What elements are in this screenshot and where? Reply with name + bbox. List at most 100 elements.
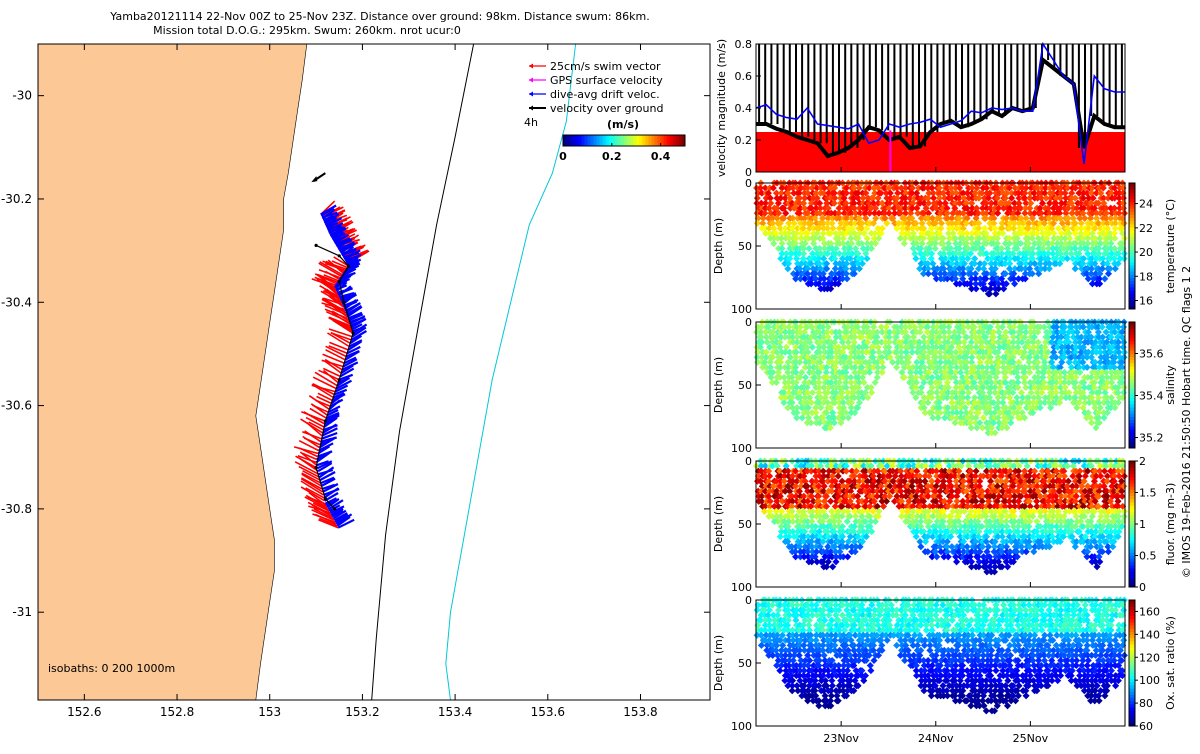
- map-y-tick-label: -30: [12, 89, 32, 103]
- profile-colorbar-cell: [1129, 243, 1135, 247]
- profile-colorbar-cell: [1129, 344, 1135, 348]
- depth-tick-label: 100: [731, 442, 752, 455]
- speed-colorbar-cell: [606, 135, 609, 146]
- profile-colorbar-cell: [1129, 372, 1135, 376]
- profile-colorbar-cell: [1129, 404, 1135, 408]
- map-x-tick-label: 152.6: [67, 705, 101, 719]
- speed-colorbar-cell: [587, 135, 590, 146]
- speed-colorbar-cell: [655, 135, 658, 146]
- profile-colorbar-tick-label: 35.4: [1139, 390, 1164, 403]
- profile-colorbar-cell: [1129, 417, 1135, 421]
- profile-colorbar-cell: [1129, 211, 1135, 215]
- speed-colorbar-cell: [621, 135, 624, 146]
- speed-colorbar-cell: [648, 135, 651, 146]
- profile-colorbar-label: temperature (°C): [1164, 199, 1177, 293]
- speed-colorbar-cell: [636, 135, 639, 146]
- map-y-tick-label: -31: [12, 605, 32, 619]
- profile-colorbar-cell: [1129, 391, 1135, 395]
- depth-axis-label: Depth (m): [712, 357, 725, 413]
- velocity-y-tick-label: 0.4: [735, 102, 753, 115]
- profile-colorbar-cell: [1129, 192, 1135, 196]
- profile-colorbar-cell: [1129, 357, 1135, 361]
- velocity-y-tick-label: 0.2: [735, 134, 753, 147]
- profile-colorbar-cell: [1129, 255, 1135, 259]
- speed-colorbar-cell: [615, 135, 618, 146]
- map-x-tick-label: 152.8: [160, 705, 194, 719]
- profile-colorbar-cell: [1129, 341, 1135, 345]
- profile-colorbar-cell: [1129, 376, 1135, 380]
- profile-colorbar-cell: [1129, 385, 1135, 389]
- profile-colorbar-cell: [1129, 293, 1135, 297]
- ground-track-point: [342, 301, 345, 304]
- speed-colorbar-cell: [633, 135, 636, 146]
- speed-colorbar-cell: [642, 135, 645, 146]
- profile-colorbar-cell: [1129, 420, 1135, 424]
- figure-title-line1: Yamba20121114 22-Nov 00Z to 25-Nov 23Z. …: [109, 10, 649, 23]
- speed-colorbar-cell: [673, 135, 676, 146]
- profile-colorbar-cell: [1129, 363, 1135, 367]
- profile-colorbar-cell: [1129, 240, 1135, 244]
- speed-colorbar-tick-label: 0: [559, 150, 567, 163]
- speed-colorbar-cell: [670, 135, 673, 146]
- profile-colorbar-cell: [1129, 271, 1135, 275]
- ground-track-point: [315, 466, 318, 469]
- speed-colorbar-cell: [581, 135, 584, 146]
- profile-colorbar-cell: [1129, 230, 1135, 234]
- profile-colorbar-cell: [1129, 432, 1135, 436]
- depth-tick-label: 50: [738, 379, 752, 392]
- profile-colorbar-cell: [1129, 246, 1135, 250]
- profile-colorbar-cell: [1129, 382, 1135, 386]
- profile-colorbar-cell: [1129, 252, 1135, 256]
- legend-gps-velocity-label: GPS surface velocity: [550, 74, 663, 87]
- ground-track-point: [315, 244, 318, 247]
- speed-colorbar-cell: [590, 135, 593, 146]
- depth-tick-label: 0: [745, 316, 752, 329]
- speed-colorbar-cell: [600, 135, 603, 146]
- ground-track-point: [347, 265, 350, 268]
- map-x-tick-label: 153.6: [531, 705, 565, 719]
- profile-colorbar-cell: [1129, 237, 1135, 241]
- profile-colorbar-cell: [1129, 208, 1135, 212]
- speed-colorbar-cell: [603, 135, 606, 146]
- swim-speed-band: [756, 132, 1125, 172]
- profile-colorbar-cell: [1129, 278, 1135, 282]
- profile-colorbar-cell: [1129, 189, 1135, 193]
- profile-colorbar-cell: [1129, 262, 1135, 266]
- profile-colorbar-cell: [1129, 379, 1135, 383]
- speed-colorbar-cell: [627, 135, 630, 146]
- ground-track-point: [352, 332, 355, 335]
- profile-colorbar-cell: [1129, 366, 1135, 370]
- map-x-tick-label: 153.2: [345, 705, 379, 719]
- profile-colorbar-cell: [1129, 398, 1135, 402]
- map-x-tick-label: 153: [258, 705, 281, 719]
- speed-colorbar-cell: [676, 135, 679, 146]
- profile-colorbar-tick-label: 22: [1139, 222, 1153, 235]
- speed-colorbar-cell: [578, 135, 581, 146]
- profile-colorbar-cell: [1129, 388, 1135, 392]
- legend-drift-velocity-label: dive-avg drift veloc.: [550, 88, 660, 101]
- depth-tick-label: 50: [738, 240, 752, 253]
- profile-colorbar-cell: [1129, 413, 1135, 417]
- profile-colorbar-tick-label: 35.6: [1139, 348, 1164, 361]
- speed-colorbar-cell: [618, 135, 621, 146]
- profile-colorbar-label: salinity: [1164, 365, 1177, 405]
- ground-track-point: [338, 378, 341, 381]
- profile-colorbar-cell: [1129, 338, 1135, 342]
- profile-colorbar-cell: [1129, 350, 1135, 354]
- speed-colorbar-cell: [639, 135, 642, 146]
- profile-colorbar-cell: [1129, 429, 1135, 433]
- profile-colorbar-cell: [1129, 259, 1135, 263]
- profile-colorbar-cell: [1129, 303, 1135, 307]
- map-y-tick-label: -30.2: [1, 192, 32, 206]
- speed-colorbar-cell: [572, 135, 575, 146]
- profile-colorbar-cell: [1129, 281, 1135, 285]
- profile-colorbar-cell: [1129, 233, 1135, 237]
- ground-track-point: [338, 254, 341, 257]
- speed-colorbar-cell: [664, 135, 667, 146]
